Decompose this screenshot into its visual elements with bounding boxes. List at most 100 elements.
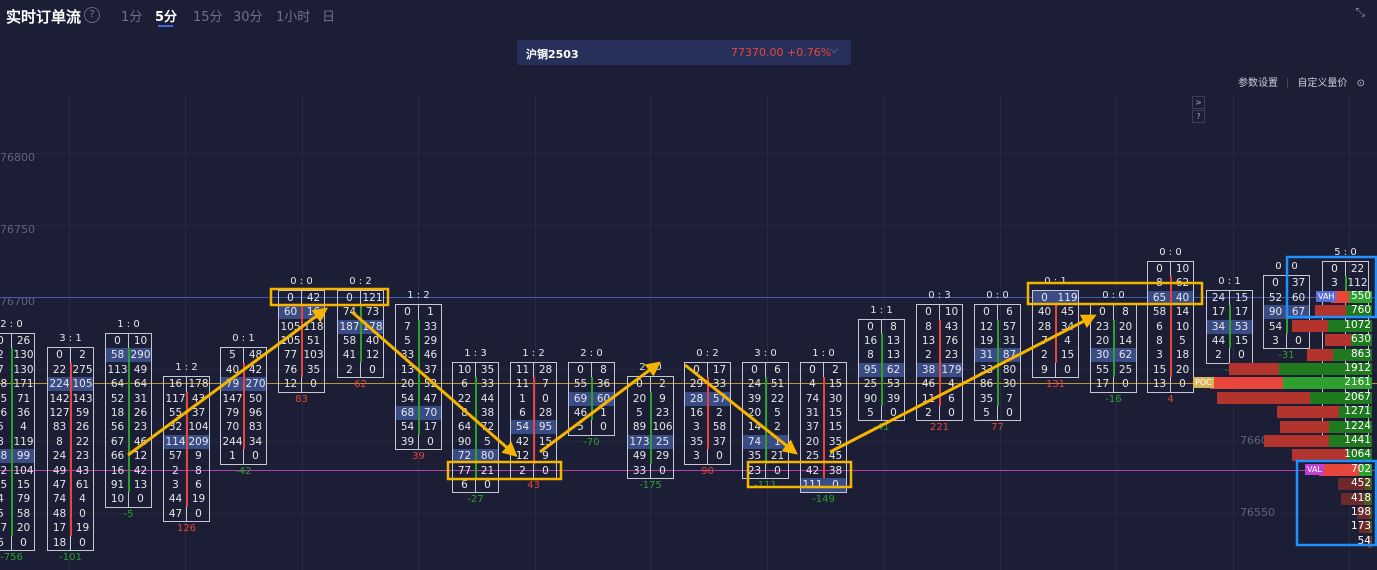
- profile-sell-bar: [1210, 377, 1283, 390]
- bid-volume: 90: [1268, 306, 1283, 319]
- ask-volume: 60: [1291, 291, 1306, 304]
- ask-volume: 43: [944, 320, 959, 333]
- footprint-bar[interactable]: 0 37 52 60 90 67 54 3 0: [1263, 275, 1310, 350]
- tab-1hour[interactable]: 1小时: [276, 10, 311, 25]
- footprint-bar[interactable]: 0 6 24 51 39 22 20 5 14 2 74 1 35 21 23 0: [742, 361, 789, 479]
- ask-volume: 23: [75, 450, 90, 463]
- bid-volume: 17: [1211, 306, 1226, 319]
- footprint-bar[interactable]: 0 17 29 33 28 57 16 2 3 58 35 37 3 0: [684, 361, 731, 465]
- bid-volume: 6: [519, 406, 526, 419]
- profile-volume: 1912: [1344, 362, 1371, 374]
- footprint-bar[interactable]: 0 121 74 73 187 178 58 40 41 12 2 0: [337, 289, 384, 379]
- footprint-bar[interactable]: 0 2 4 15 74 30 31 15 37 15 20 35 25 45 42 38 111 0: [800, 361, 847, 494]
- bid-volume: 18: [52, 536, 67, 549]
- footprint-bar[interactable]: 0 8 23 20 20 14 30 62 55 25 17 0: [1090, 304, 1137, 393]
- ask-volume: 21: [480, 464, 495, 477]
- question-circle-icon[interactable]: ?: [84, 7, 100, 23]
- bid-volume: 142: [49, 392, 70, 405]
- ask-volume: 5: [484, 435, 491, 448]
- footprint-bar[interactable]: 0 119 40 45 28 34 7 4 2 15 9 0: [1032, 289, 1079, 379]
- footprint-bar[interactable]: 0 1 7 33 5 29 33 46 13 37 20 52 54 47 68 70 54 17 39 0: [395, 304, 442, 451]
- ask-volume: 53: [886, 378, 901, 391]
- footprint-bar[interactable]: 5 48 40 42 79 270 147 50 79 96 70 83 244 34 1 0: [220, 347, 267, 465]
- ask-volume: 62: [1118, 349, 1133, 362]
- footprint-bar[interactable]: 0 10 8 43 13 76 2 23 38 179 46 4 11 6 2 0: [916, 304, 963, 422]
- footprint-bar[interactable]: 0 42 60 16 105 118 105 51 77 103 76 35 12 0: [278, 289, 325, 393]
- symbol-selector[interactable]: 沪铜2503 77370.00 +0.76% ⌵: [517, 40, 851, 65]
- shrink-arrows-icon[interactable]: ⤡: [1355, 5, 1365, 19]
- bid-volume: 7: [1041, 334, 1048, 347]
- bar-delta: -5: [123, 508, 134, 520]
- params-settings-link[interactable]: 参数设置: [1238, 78, 1279, 89]
- tab-30min[interactable]: 30分: [233, 10, 263, 25]
- tab-1min[interactable]: 1分: [121, 10, 143, 25]
- footprint-bar[interactable]: 24 15 17 17 34 53 44 15 2 0: [1206, 289, 1253, 364]
- info-circle-icon[interactable]: ⊙: [1356, 78, 1365, 89]
- ask-volume: 23: [944, 349, 959, 362]
- bid-volume: 3: [693, 450, 700, 463]
- footprint-bar[interactable]: 10 35 6 33 22 44 8 38 64 72 90 5 72 80 77 21 6 0: [452, 361, 499, 494]
- bid-volume: 0: [693, 363, 700, 376]
- footprint-bar[interactable]: 0 8 16 13 8 13 95 62 25 53 90 39 5 0: [858, 318, 905, 422]
- ask-volume: 0: [1064, 363, 1071, 376]
- ask-volume: 0: [600, 421, 607, 434]
- ask-volume: 178: [362, 320, 383, 333]
- help-button[interactable]: ?: [1192, 110, 1205, 123]
- expand-button[interactable]: >: [1192, 96, 1205, 109]
- ask-volume: 51: [770, 378, 785, 391]
- ask-volume: 7: [1006, 392, 1013, 405]
- tab-day[interactable]: 日: [322, 10, 336, 25]
- bid-volume: 54: [1268, 320, 1283, 333]
- bar-delta: 43: [527, 480, 540, 491]
- ask-volume: 143: [72, 392, 93, 405]
- ask-volume: 10: [1175, 320, 1190, 333]
- bid-volume: 28: [1037, 320, 1052, 333]
- footprint-bar[interactable]: 16 178 117 43 55 37 32 104 114 209 57 9 2 8 3 6 44 19 47 0: [163, 376, 210, 523]
- ask-volume: 31: [133, 392, 148, 405]
- custom-volume-price-link[interactable]: 自定义量价: [1297, 78, 1348, 89]
- bid-volume: 12: [283, 378, 298, 391]
- bid-volume: 173: [629, 435, 650, 448]
- bid-volume: 37: [805, 421, 820, 434]
- ask-volume: 42: [306, 291, 321, 304]
- footprint-bar[interactable]: 0262130713038171057106365481195899821044…: [0, 333, 35, 551]
- bid-volume: 24: [52, 450, 67, 463]
- poc-tag: POC: [1193, 377, 1214, 389]
- footprint-bar[interactable]: 0 2 20 9 5 23 89 106 173 25 49 29 33 0: [627, 376, 674, 479]
- footprint-bar[interactable]: 0 6 12 57 19 31 31 87 33 80 86 30 35 7 5 0: [974, 304, 1021, 422]
- bar-delta: 126: [176, 523, 197, 535]
- bid-volume: 5: [983, 406, 990, 419]
- bid-volume: 0: [925, 306, 932, 319]
- bid-volume: 1: [229, 450, 236, 463]
- profile-volume: 1072: [1344, 318, 1371, 331]
- bid-volume: 10: [110, 493, 125, 506]
- footprint-bar[interactable]: 11 28 11 7 1 0 6 28 54 95 42 15 12 9 2 0: [510, 361, 557, 479]
- bid-volume: 23: [1095, 320, 1110, 333]
- ask-volume: 15: [1060, 349, 1075, 362]
- bid-volume: 0: [1272, 277, 1279, 290]
- tab-15min[interactable]: 15分: [193, 10, 223, 25]
- footprint-bar[interactable]: 0 10 58 290 113 49 64 64 52 31 18 26 56 23 67 46 66 12 16 4…: [105, 333, 152, 508]
- imbalance-count: 0 : 0: [1159, 247, 1182, 258]
- tab-5min[interactable]: 5分: [155, 10, 178, 25]
- ask-volume: 15: [828, 378, 843, 391]
- ask-volume: 34: [1060, 320, 1075, 333]
- footprint-bar[interactable]: 0 10 8 62 65 40 58 14 6 10 8 5 3 18 15 20 13 0: [1147, 261, 1194, 393]
- bid-volume: 49: [52, 464, 67, 477]
- bid-volume: 58: [0, 450, 8, 463]
- max-volume-highlight: [0, 449, 34, 464]
- bid-volume: 0: [751, 363, 758, 376]
- bid-volume: 45: [0, 479, 8, 491]
- ask-volume: 50: [248, 392, 263, 405]
- ask-volume: 18: [1175, 349, 1190, 362]
- bid-volume: 8: [1156, 335, 1163, 347]
- bid-volume: 52: [1268, 291, 1283, 304]
- ask-volume: 80: [480, 450, 495, 463]
- imbalance-count: 0 : 0: [986, 290, 1009, 302]
- footprint-bar[interactable]: 0 2 22 275 224 105 142 143 127 59 83 26 8 22 24 23 49 43 4…: [47, 347, 94, 551]
- ask-volume: 2: [832, 363, 839, 376]
- ask-volume: 0: [484, 478, 491, 491]
- bid-volume: 79: [225, 406, 240, 419]
- ask-volume: 67: [1291, 306, 1306, 319]
- footprint-bar[interactable]: 0 8 55 36 69 60 46 1 5 0: [568, 361, 615, 436]
